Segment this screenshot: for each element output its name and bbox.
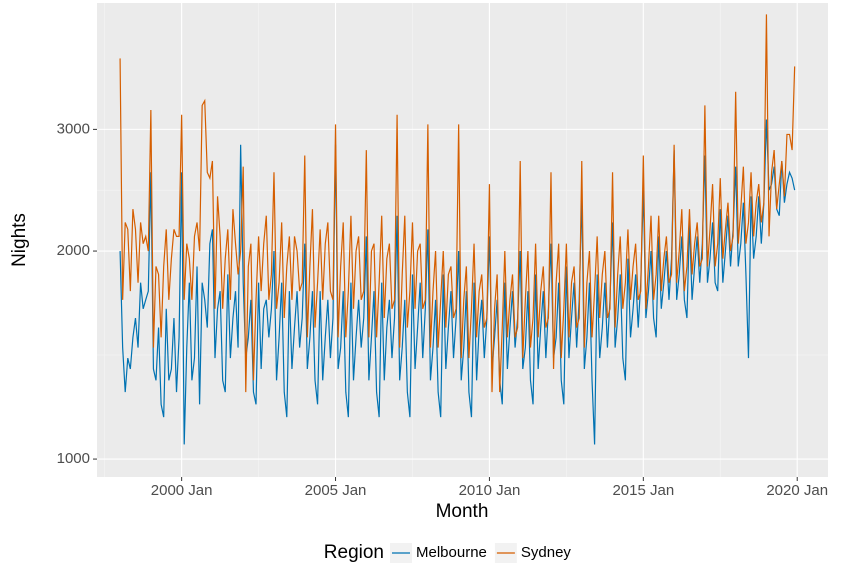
x-tick-label: 2000 Jan xyxy=(151,482,213,499)
series-line xyxy=(119,119,796,445)
x-tick-label: 2005 Jan xyxy=(305,482,367,499)
x-tick-label: 2015 Jan xyxy=(612,482,674,499)
x-tick-label: 2010 Jan xyxy=(459,482,521,499)
y-tick-label: 1000 xyxy=(57,450,90,467)
y-axis-title: Nights xyxy=(9,213,30,267)
x-axis-title: Month xyxy=(436,501,489,522)
series-line xyxy=(119,14,796,393)
y-tick-label: 2000 xyxy=(57,242,90,259)
legend-label: Melbourne xyxy=(416,544,487,561)
legend-label: Sydney xyxy=(521,544,572,561)
legend-title: Region xyxy=(324,542,384,563)
x-tick-label: 2020 Jan xyxy=(766,482,828,499)
y-tick-label: 3000 xyxy=(57,120,90,137)
